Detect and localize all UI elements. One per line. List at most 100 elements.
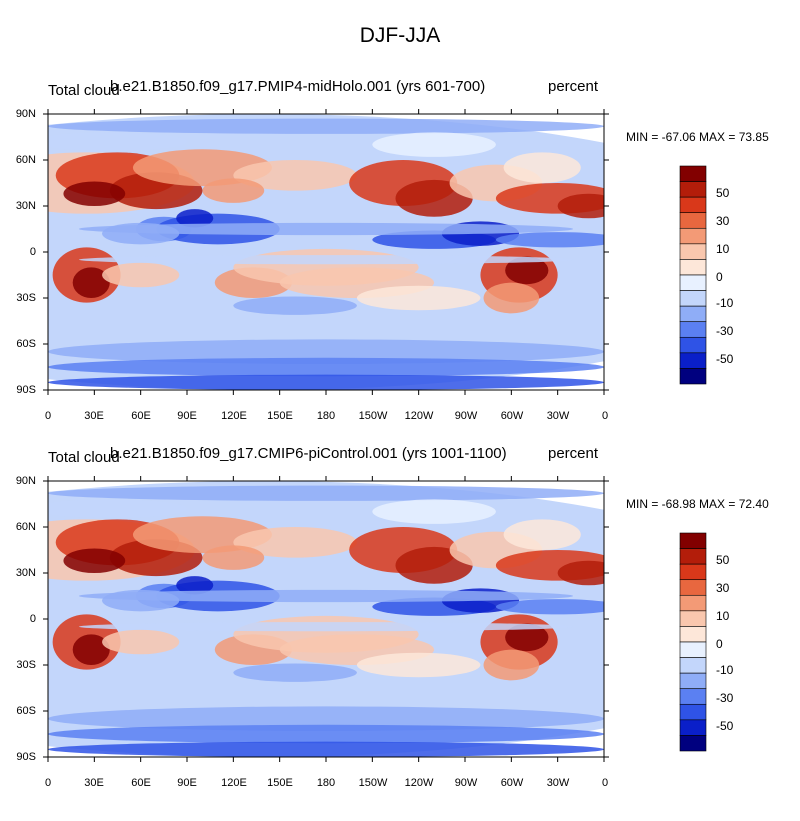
lat-tick-label: 0 [29, 613, 36, 625]
cloud-anomaly-region [48, 132, 187, 151]
lon-tick-label: 90E [177, 777, 197, 789]
colorbar-box [679, 352, 707, 369]
min-max-label: MIN = -67.06 MAX = 73.85 [626, 130, 769, 144]
cloud-anomaly-region [505, 256, 549, 285]
cloud-anomaly-region [233, 663, 357, 682]
lon-tick-label: 0 [601, 777, 609, 789]
colorbar-label: -50 [716, 719, 734, 733]
panel-units-title: percent [548, 78, 599, 95]
cloud-anomaly-region [495, 232, 604, 248]
cloud-anomaly-region [48, 741, 604, 757]
lon-tick-label: 30W [546, 410, 570, 422]
lat-tick-label: 90N [15, 108, 36, 120]
lat-tick-label: 30S [16, 659, 36, 671]
lat-tick-label: 60N [15, 154, 36, 166]
figure-title: DJF-JJA [359, 24, 441, 47]
map-plot [43, 109, 707, 395]
lon-tick-label: 90W [454, 777, 478, 789]
cloud-anomaly-region [78, 622, 574, 632]
colorbar-box [679, 181, 707, 198]
contour-field [48, 481, 604, 757]
cloud-anomaly-region [48, 374, 604, 390]
colorbar-label: -30 [716, 691, 734, 705]
cloud-anomaly-region [557, 560, 604, 586]
colorbar-box [679, 212, 707, 229]
colorbar-box [679, 336, 707, 354]
cloud-anomaly-region [48, 706, 604, 731]
cloud-anomaly-region [48, 357, 604, 377]
lon-tick-label: 120W [404, 410, 434, 422]
colorbar-label: 30 [716, 581, 730, 595]
colorbar-label: 0 [716, 270, 723, 284]
colorbar-box [679, 259, 707, 276]
cloud-anomaly-region [483, 649, 540, 681]
contour-field [48, 114, 604, 390]
colorbar-box [679, 305, 707, 323]
colorbar-label: 30 [716, 214, 730, 228]
cloud-anomaly-region [202, 178, 265, 203]
lon-tick-label: 150W [358, 410, 388, 422]
cloud-anomaly-region [503, 519, 581, 550]
cloud-anomaly-region [48, 724, 604, 744]
colorbar-label: -10 [716, 663, 734, 677]
colorbar-label: 50 [716, 553, 730, 567]
colorbar-box [679, 548, 707, 565]
cloud-anomaly-region [78, 222, 574, 236]
lon-tick-label: 30E [84, 410, 104, 422]
figure: DJF-JJA Total cloud b.e21.B1850.f09_g17.… [0, 24, 800, 789]
lat-tick-label: 30N [15, 567, 36, 579]
colorbar-box [679, 321, 707, 338]
cloud-anomaly-region [233, 160, 357, 191]
colorbar-label: -30 [716, 324, 734, 338]
lon-tick-label: 150E [267, 777, 293, 789]
colorbar-box [679, 196, 707, 214]
cloud-anomaly-region [495, 599, 604, 615]
lon-tick-label: 0 [44, 777, 52, 789]
cloud-anomaly-region [63, 181, 126, 206]
lon-tick-label: 120W [404, 777, 434, 789]
lon-tick-label: 60W [500, 410, 524, 422]
panel-left-title: Total cloud [48, 449, 120, 466]
colorbar-box [679, 368, 707, 385]
cloud-anomaly-region [102, 629, 180, 655]
colorbar-box [679, 672, 707, 690]
lon-tick-label: 180 [316, 777, 336, 789]
lon-tick-label: 150W [358, 777, 388, 789]
cloud-anomaly-region [72, 634, 110, 665]
lat-tick-label: 90S [16, 751, 36, 763]
cloud-anomaly-region [72, 267, 110, 298]
colorbar-box [679, 703, 707, 721]
map-panel-picontrol: Total cloud b.e21.B1850.f09_g17.CMIP6-pi… [0, 445, 800, 821]
lon-tick-label: 0 [44, 410, 52, 422]
colorbar-label: 50 [716, 186, 730, 200]
colorbar-box [679, 290, 707, 307]
lon-tick-label: 30W [546, 777, 570, 789]
cloud-anomaly-region [483, 282, 540, 314]
lat-tick-label: 30N [15, 200, 36, 212]
colorbar-label: -50 [716, 352, 734, 366]
cloud-anomaly-region [233, 527, 357, 558]
colorbar-label: 10 [716, 242, 730, 256]
cloud-anomaly-region [202, 545, 265, 570]
lat-tick-label: 90S [16, 384, 36, 396]
lat-tick-label: 0 [29, 246, 36, 258]
cloud-anomaly-region [48, 118, 604, 134]
lon-tick-label: 120E [221, 777, 247, 789]
colorbar-box [679, 243, 707, 260]
lat-tick-label: 30S [16, 292, 36, 304]
lon-tick-label: 60E [131, 777, 151, 789]
lon-tick-label: 90W [454, 410, 478, 422]
cloud-anomaly-region [176, 209, 214, 228]
cloud-anomaly-region [356, 652, 481, 678]
colorbar-label: 0 [716, 637, 723, 651]
lat-tick-label: 90N [15, 475, 36, 487]
lat-tick-label: 60S [16, 705, 36, 717]
colorbar-box [679, 532, 707, 549]
colorbar-box [679, 274, 707, 291]
lat-tick-label: 60S [16, 338, 36, 350]
cloud-anomaly-region [48, 485, 604, 501]
cloud-anomaly-region [557, 193, 604, 219]
map-panel-midholo: Total cloud b.e21.B1850.f09_g17.PMIP4-mi… [0, 78, 800, 454]
cloud-anomaly-region [48, 499, 187, 518]
lon-tick-label: 60W [500, 777, 524, 789]
